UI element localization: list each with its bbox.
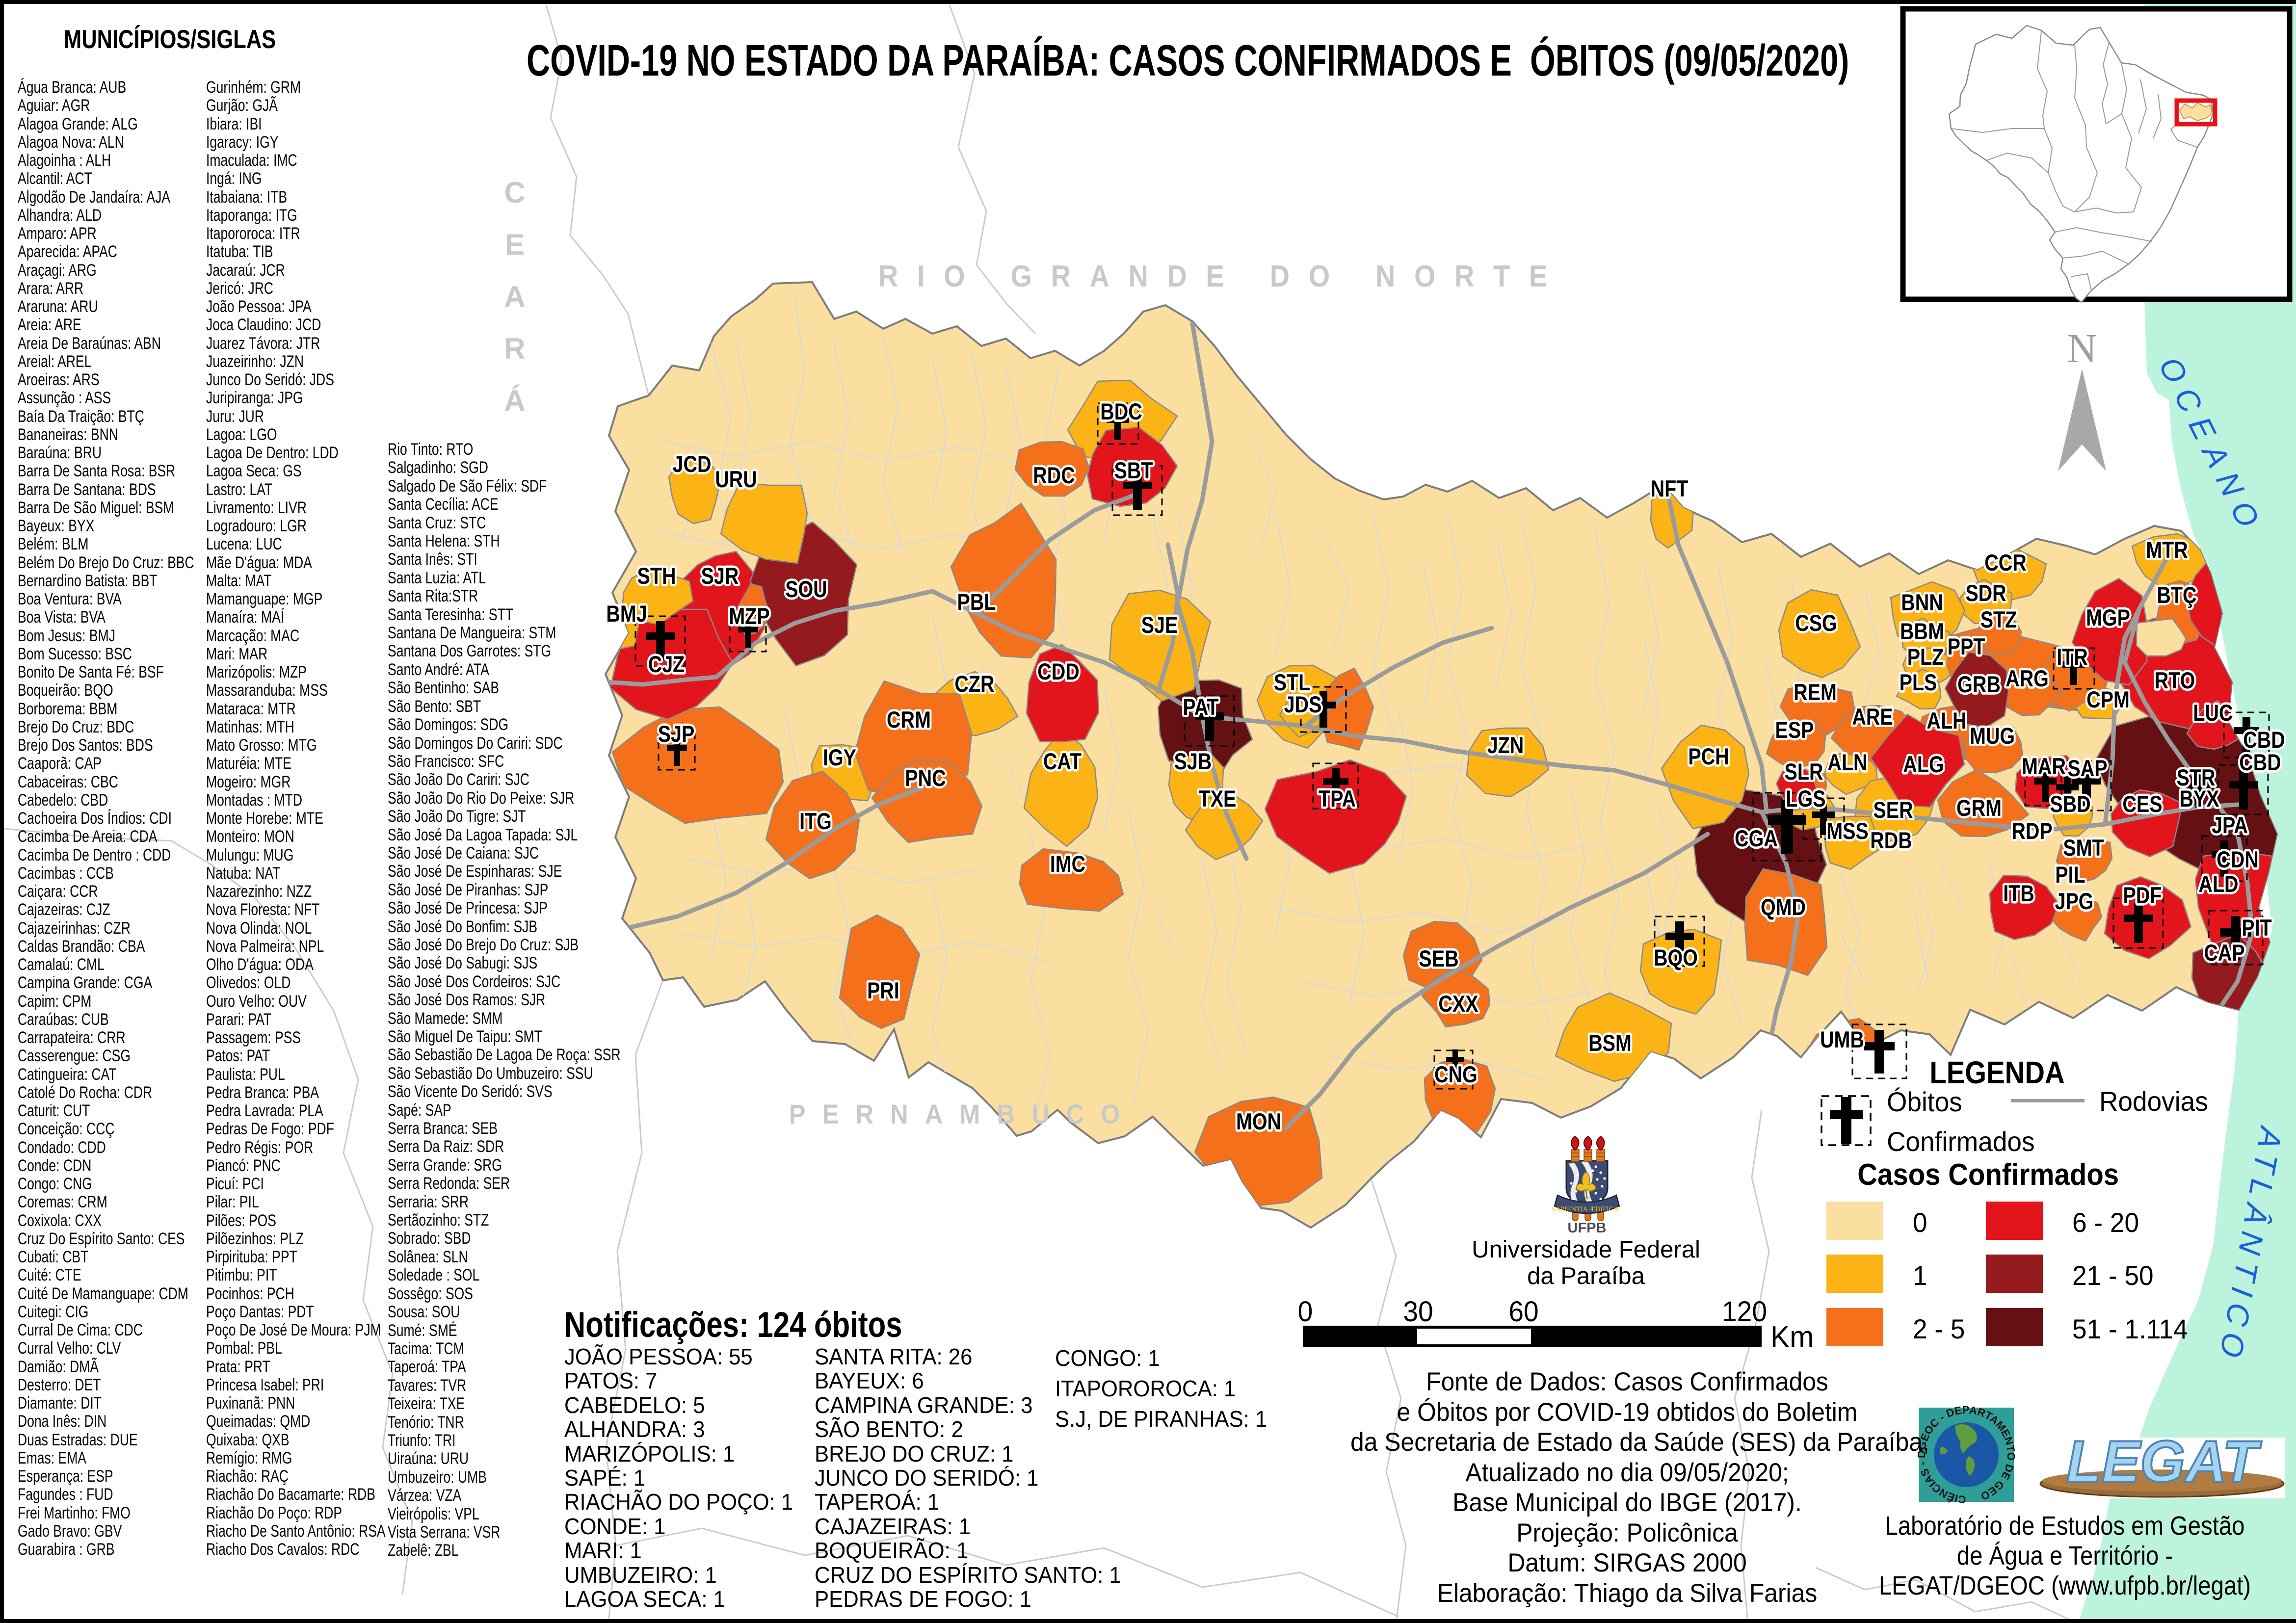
svg-text:JCD: JCD: [673, 452, 712, 477]
svg-text:MSS: MSS: [1826, 819, 1869, 844]
svg-text:LEGAT: LEGAT: [2066, 1429, 2262, 1494]
svg-text:RTO: RTO: [2155, 668, 2195, 694]
svg-text:CDD: CDD: [1037, 659, 1080, 685]
svg-text:PAT: PAT: [1183, 695, 1219, 720]
svg-text:SEB: SEB: [1419, 946, 1458, 972]
svg-text:STH: STH: [637, 564, 676, 589]
svg-text:ALD: ALD: [2198, 872, 2238, 897]
svg-text:JDS: JDS: [1284, 692, 1322, 718]
svg-text:ARE: ARE: [1852, 705, 1893, 730]
svg-text:UMB: UMB: [1820, 1027, 1864, 1053]
svg-text:UFPB: UFPB: [1568, 1220, 1607, 1236]
svg-text:SJE: SJE: [1141, 613, 1178, 638]
svg-text:PLS: PLS: [1900, 670, 1937, 696]
svg-text:PBL: PBL: [957, 590, 996, 615]
svg-text:JPA: JPA: [2212, 813, 2248, 838]
svg-text:MGP: MGP: [2086, 605, 2130, 631]
svg-text:BDC: BDC: [1100, 399, 1142, 425]
svg-text:CSG: CSG: [1795, 611, 1837, 636]
svg-text:CBD: CBD: [2239, 750, 2281, 776]
svg-text:N: N: [2067, 326, 2097, 371]
svg-text:STZ: STZ: [1980, 607, 2017, 633]
svg-text:CRM: CRM: [887, 707, 931, 733]
svg-text:STR: STR: [2177, 765, 2216, 791]
svg-text:CPM: CPM: [2086, 687, 2130, 713]
svg-text:SAP: SAP: [2067, 756, 2107, 782]
svg-text:ITG: ITG: [799, 809, 832, 835]
svg-text:GRB: GRB: [1957, 672, 2001, 698]
svg-text:CCR: CCR: [1984, 550, 2027, 576]
svg-text:ITB: ITB: [2003, 881, 2034, 907]
svg-text:IGY: IGY: [823, 745, 856, 771]
svg-text:CJZ: CJZ: [648, 652, 685, 678]
svg-text:SER: SER: [1873, 798, 1913, 823]
svg-text:PCH: PCH: [1688, 744, 1729, 770]
svg-text:BTÇ: BTÇ: [2157, 583, 2196, 608]
svg-text:BMJ: BMJ: [606, 602, 647, 627]
svg-text:RDC: RDC: [1033, 463, 1075, 489]
svg-text:CDN: CDN: [2217, 847, 2259, 873]
svg-text:ALG: ALG: [1903, 752, 1944, 778]
svg-text:MAR: MAR: [2022, 754, 2066, 780]
svg-text:ARG: ARG: [2006, 666, 2049, 692]
svg-text:SMT: SMT: [2063, 836, 2104, 861]
svg-text:BYX: BYX: [2179, 786, 2219, 812]
svg-text:BSM: BSM: [1588, 1031, 1632, 1056]
svg-text:JPG: JPG: [2055, 889, 2094, 915]
svg-text:URU: URU: [715, 467, 757, 493]
svg-text:BNN: BNN: [1901, 590, 1943, 616]
svg-text:CNG: CNG: [1434, 1062, 1478, 1088]
svg-text:SJP: SJP: [658, 722, 695, 747]
svg-text:GRM: GRM: [1956, 796, 2002, 821]
svg-text:CES: CES: [2122, 792, 2162, 817]
svg-text:RDP: RDP: [2011, 819, 2052, 844]
svg-text:NFT: NFT: [1651, 476, 1689, 502]
svg-text:PDF: PDF: [2123, 883, 2162, 909]
svg-text:QMD: QMD: [1761, 895, 1806, 920]
svg-text:CBD: CBD: [2243, 728, 2285, 753]
svg-text:RDB: RDB: [1870, 828, 1912, 854]
svg-text:IMC: IMC: [1050, 852, 1085, 877]
svg-text:ALN: ALN: [1827, 750, 1867, 776]
svg-text:MZP: MZP: [729, 604, 769, 629]
svg-text:CAP: CAP: [2204, 941, 2244, 966]
svg-text:SJR: SJR: [701, 564, 739, 589]
svg-text:TPA: TPA: [1319, 786, 1356, 812]
svg-text:PRI: PRI: [867, 978, 899, 1004]
svg-text:MUG: MUG: [1970, 724, 2015, 749]
svg-text:PNC: PNC: [905, 766, 946, 791]
svg-text:SBD: SBD: [2050, 792, 2090, 817]
svg-text:PPT: PPT: [1948, 634, 1985, 660]
svg-text:STL: STL: [1274, 670, 1311, 696]
svg-text:TXE: TXE: [1199, 786, 1237, 812]
svg-text:CGA: CGA: [1735, 826, 1778, 852]
svg-text:SAPIENTIA ÆDIFICAT: SAPIENTIA ÆDIFICAT: [1552, 1205, 1622, 1213]
svg-text:PIT: PIT: [2242, 916, 2272, 941]
svg-text:SLR: SLR: [1785, 759, 1823, 785]
svg-text:CZR: CZR: [954, 672, 994, 697]
svg-text:LUC: LUC: [2193, 701, 2233, 726]
svg-text:MTR: MTR: [2146, 538, 2188, 563]
svg-text:ALH: ALH: [1927, 708, 1966, 734]
svg-text:PLZ: PLZ: [1907, 645, 1944, 670]
svg-text:JZN: JZN: [1487, 733, 1524, 759]
svg-text:SOU: SOU: [785, 577, 827, 602]
svg-text:ITR: ITR: [2057, 645, 2088, 670]
svg-text:PIL: PIL: [2055, 863, 2085, 888]
svg-text:BQO: BQO: [1654, 945, 1698, 971]
svg-text:SDR: SDR: [1965, 581, 2006, 606]
svg-text:SJB: SJB: [1174, 749, 1212, 775]
svg-text:LGS: LGS: [1786, 786, 1825, 812]
svg-text:MON: MON: [1236, 1109, 1281, 1135]
svg-text:ESP: ESP: [1775, 718, 1814, 743]
svg-text:REM: REM: [1794, 680, 1837, 706]
svg-text:CXX: CXX: [1438, 992, 1478, 1017]
svg-text:SBT: SBT: [1114, 458, 1153, 484]
svg-text:CAT: CAT: [1043, 749, 1082, 775]
svg-text:BBM: BBM: [1900, 619, 1944, 645]
